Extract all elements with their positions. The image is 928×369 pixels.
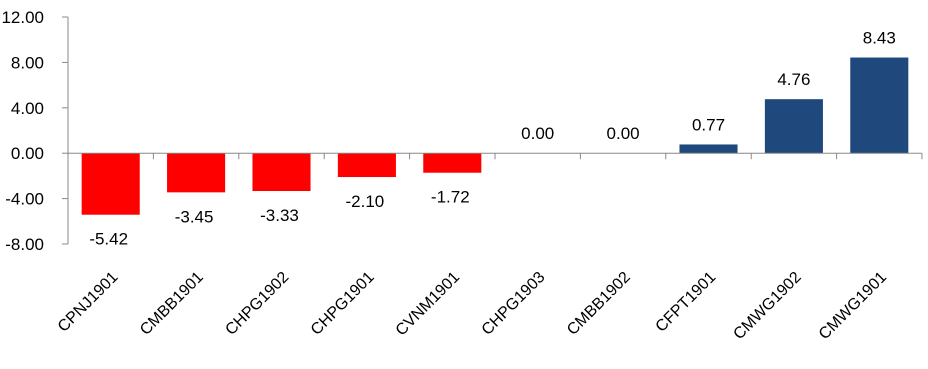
bar-chpg1901 [337, 153, 396, 178]
y-tick-label: 0.00 [11, 144, 44, 163]
x-tick-label: CHPG1903 [479, 269, 549, 339]
bar-chpg1902 [252, 153, 311, 191]
y-axis: -8.00 -4.00 0.00 4.00 8.00 12.00 [1, 8, 69, 254]
y-tick-label: -4.00 [5, 190, 44, 209]
x-tick-labels: CPNJ1901 CMBB1901 CHPG1902 CHPG1901 CVNM1901… [55, 269, 890, 343]
value-labels: -5.42 -3.45 -3.33 -2.10 -1.72 0.00 0.00 0.77 4.7… [89, 29, 896, 249]
y-tick-label: 12.00 [1, 8, 44, 27]
data-label: -3.33 [260, 206, 299, 225]
data-label: 0.77 [692, 115, 725, 134]
y-tick-label: 4.00 [11, 99, 44, 118]
bar-cmbb1901 [167, 153, 226, 193]
bar-cmwg1901 [850, 57, 909, 154]
data-label: 4.76 [777, 70, 810, 89]
x-tick-label: CVNM1901 [393, 269, 464, 340]
bar-cmwg1902 [764, 99, 823, 154]
bar-cfpt1901 [679, 144, 738, 154]
x-tick-label: CMWG1901 [816, 269, 890, 343]
data-label: -5.42 [89, 230, 128, 249]
x-tick-label: CMBB1902 [564, 269, 634, 339]
data-label: -2.10 [346, 192, 385, 211]
bar-cpnj1901 [81, 153, 140, 215]
data-label: 8.43 [863, 29, 896, 48]
x-tick-label: CPNJ1901 [55, 269, 122, 336]
data-label: 0.00 [607, 124, 640, 143]
x-tick-label: CFPT1901 [653, 269, 720, 336]
x-tick-label: CHPG1901 [308, 269, 378, 339]
y-tick-label: -8.00 [5, 235, 44, 254]
x-tick-label: CMWG1902 [730, 269, 804, 343]
x-tick-label: CMBB1901 [137, 269, 207, 339]
data-label: 0.00 [521, 124, 554, 143]
bar-cvnm1901 [423, 153, 482, 173]
y-tick-label: 8.00 [11, 53, 44, 72]
data-label: -3.45 [175, 207, 214, 226]
bars [81, 57, 909, 215]
x-tick-label: CHPG1902 [222, 269, 292, 339]
x-axis [67, 152, 923, 160]
data-label: -1.72 [431, 188, 470, 207]
